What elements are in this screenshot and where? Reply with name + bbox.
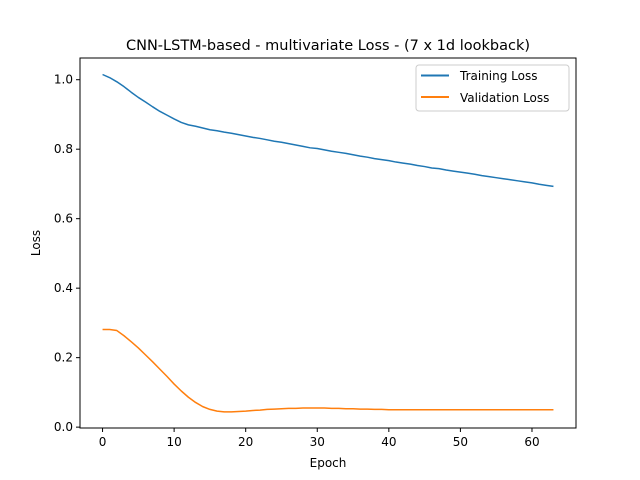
chart-title: CNN-LSTM-based - multivariate Loss - (7 … xyxy=(126,38,530,54)
legend-label-training-loss: Training Loss xyxy=(459,69,537,83)
legend: Training Loss Validation Loss xyxy=(415,64,570,112)
y-axis: 0.0 0.2 0.4 0.6 0.8 1.0 xyxy=(54,73,80,434)
legend-box xyxy=(415,64,570,112)
y-tick-label: 0.0 xyxy=(54,420,73,434)
series-line-validation-loss xyxy=(102,328,554,413)
y-tick-label: 0.8 xyxy=(54,142,73,156)
series-layer xyxy=(102,73,554,413)
series-line-training-loss xyxy=(102,73,554,188)
x-tick-label: 0 xyxy=(99,435,107,449)
legend-label-validation-loss: Validation Loss xyxy=(460,91,549,105)
x-axis: 0 10 20 30 40 50 60 xyxy=(99,428,540,449)
x-axis-label: Epoch xyxy=(310,456,347,470)
y-tick-label: 0.2 xyxy=(54,351,73,365)
y-axis-label: Loss xyxy=(29,230,43,256)
x-tick-label: 60 xyxy=(524,435,539,449)
y-tick-label: 0.4 xyxy=(54,281,73,295)
x-tick-label: 50 xyxy=(453,435,468,449)
x-tick-label: 20 xyxy=(238,435,253,449)
y-tick-label: 1.0 xyxy=(54,73,73,87)
x-tick-label: 30 xyxy=(310,435,325,449)
y-tick-label: 0.6 xyxy=(54,212,73,226)
x-tick-label: 40 xyxy=(381,435,396,449)
x-tick-label: 10 xyxy=(166,435,181,449)
plot-frame xyxy=(79,57,577,429)
